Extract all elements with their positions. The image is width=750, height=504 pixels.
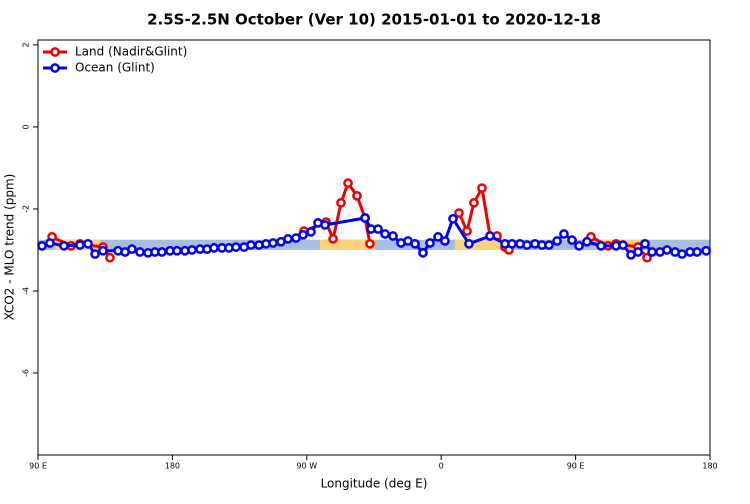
data-point (373, 224, 383, 234)
data-point (647, 247, 657, 257)
data-point (127, 244, 137, 254)
data-point (410, 238, 420, 249)
data-point (268, 238, 278, 248)
data-point (90, 249, 100, 259)
y-tick-label: -6 (22, 369, 31, 377)
data-point (574, 241, 584, 251)
data-point (306, 227, 316, 237)
data-point (360, 213, 370, 223)
uncertainty-band (454, 239, 502, 250)
uncertainty-band (319, 239, 376, 250)
legend-marker (50, 63, 60, 73)
y-tick-label: -4 (22, 287, 31, 295)
data-point (83, 238, 93, 249)
x-tick-label: 180 (702, 462, 717, 471)
data-point (187, 245, 197, 255)
data-point (425, 238, 435, 248)
y-tick-label: -2 (22, 205, 31, 213)
data-point (418, 247, 428, 258)
data-point (662, 245, 672, 255)
data-point (701, 245, 711, 256)
data-point (172, 245, 182, 256)
data-point (692, 247, 702, 257)
data-point (477, 183, 487, 193)
data-point (618, 240, 628, 250)
data-point (75, 240, 85, 250)
data-point (105, 252, 115, 263)
data-point (298, 229, 308, 240)
y-tick-label: 0 (22, 124, 31, 129)
data-point (157, 247, 167, 257)
data-point (365, 238, 375, 249)
data-point (464, 238, 474, 249)
data-point (380, 229, 390, 239)
data-point (507, 238, 517, 249)
data-point (582, 236, 592, 247)
x-tick-label: 0 (439, 462, 444, 471)
x-tick-label: 180 (165, 462, 180, 471)
data-point (37, 241, 47, 251)
y-axis-label: XCO2 - MLO trend (ppm) (3, 174, 17, 321)
x-tick-label: 90 E (567, 462, 585, 471)
data-point (209, 243, 219, 253)
data-point (596, 241, 606, 251)
data-point (633, 247, 643, 257)
data-point (485, 231, 495, 241)
data-point (469, 197, 479, 208)
data-point (352, 190, 362, 201)
data-point (135, 247, 145, 257)
data-point (231, 242, 241, 252)
legend-label: Ocean (Glint) (75, 61, 155, 75)
data-point (677, 249, 687, 259)
data-point (448, 213, 458, 224)
data-point (440, 236, 450, 246)
legend-label: Land (Nadir&Glint) (75, 45, 187, 59)
data-point (59, 241, 69, 251)
data-point (320, 220, 330, 230)
data-point (552, 236, 562, 246)
data-point (336, 197, 346, 208)
data-point (544, 240, 554, 250)
data-point (522, 240, 532, 250)
data-point (567, 235, 577, 245)
data-point (640, 238, 650, 249)
data-point (98, 245, 108, 256)
y-tick-label: 2 (22, 42, 31, 47)
data-point (246, 240, 256, 250)
x-axis-label: Longitude (deg E) (321, 477, 428, 491)
data-point (462, 226, 472, 236)
data-point (559, 229, 569, 239)
data-point (283, 234, 293, 244)
data-point (433, 231, 443, 242)
x-tick-label: 90 W (296, 462, 317, 471)
x-tick-label: 90 E (29, 462, 47, 471)
data-point (343, 178, 353, 188)
data-point (454, 208, 464, 218)
data-point (642, 252, 652, 263)
data-point (45, 238, 55, 248)
data-point (388, 231, 398, 241)
legend-marker (50, 47, 60, 57)
data-point (328, 234, 338, 244)
chart-title: 2.5S-2.5N October (Ver 10) 2015-01-01 to… (147, 11, 601, 29)
